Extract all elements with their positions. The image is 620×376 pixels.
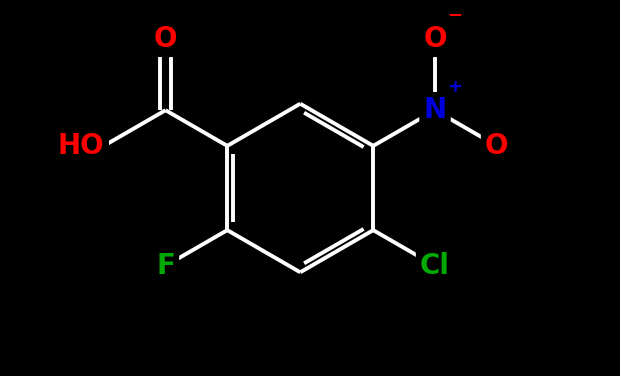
- Text: Cl: Cl: [420, 252, 450, 280]
- Text: O: O: [423, 25, 447, 53]
- Text: F: F: [156, 252, 175, 280]
- Text: N: N: [423, 96, 446, 124]
- Text: O: O: [154, 25, 177, 53]
- Text: HO: HO: [57, 132, 104, 160]
- Text: +: +: [446, 78, 462, 96]
- Text: −: −: [446, 7, 462, 25]
- Text: O: O: [485, 132, 508, 160]
